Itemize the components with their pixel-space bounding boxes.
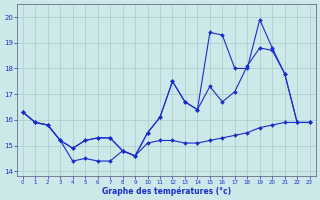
X-axis label: Graphe des températures (°c): Graphe des températures (°c) bbox=[102, 186, 231, 196]
